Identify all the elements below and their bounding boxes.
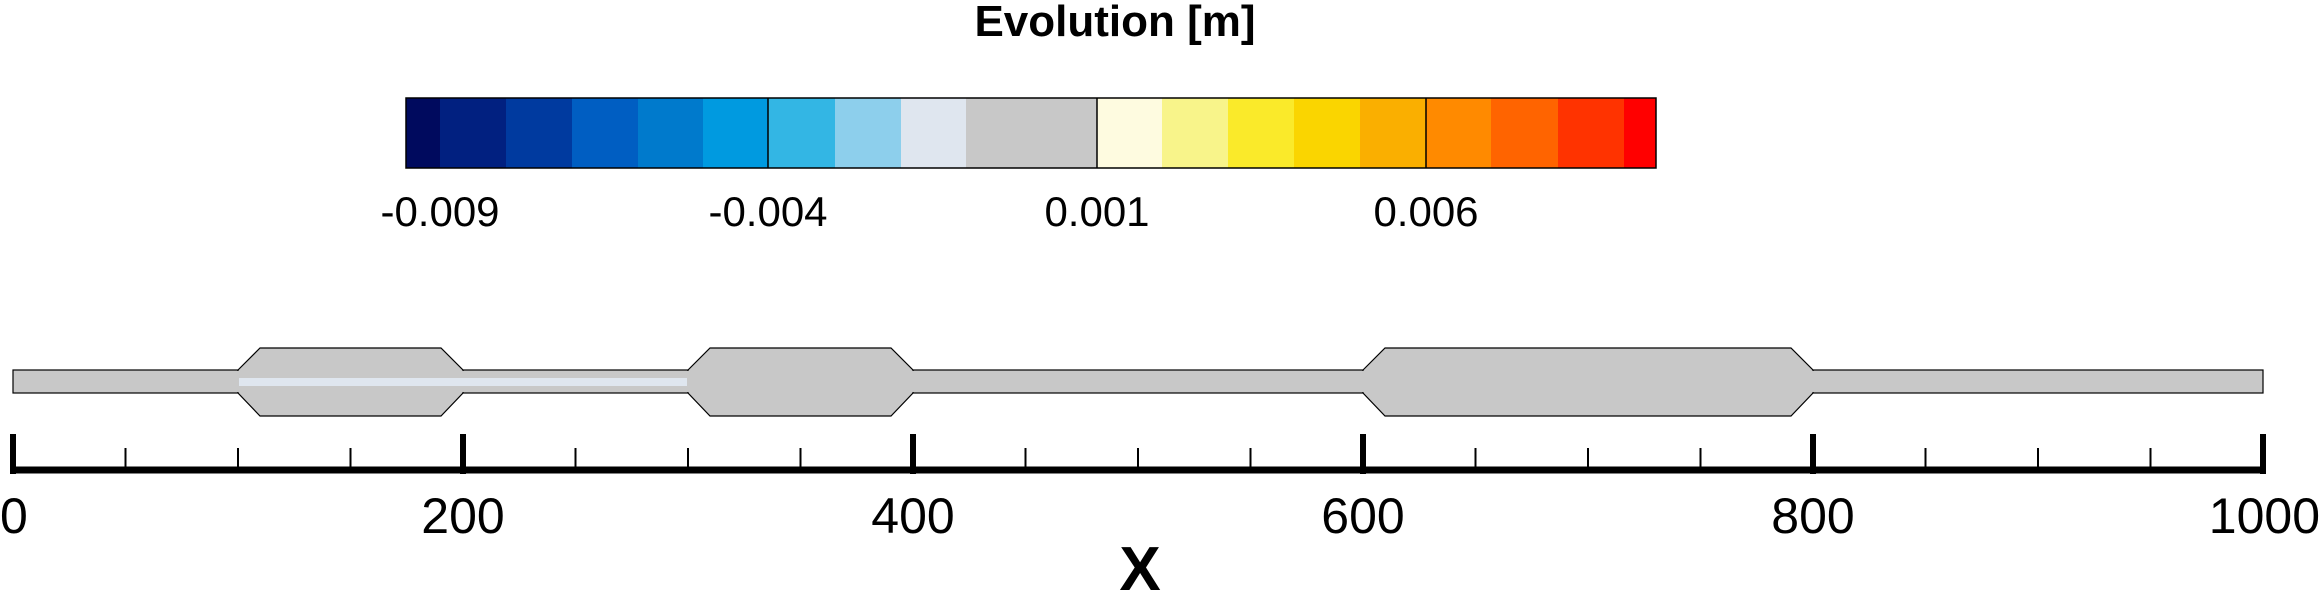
channel-narrow-segment xyxy=(912,369,1364,394)
channel-domain xyxy=(12,347,2264,417)
colorbar-tick-label: -0.009 xyxy=(380,188,499,235)
x-axis-title: X xyxy=(1119,535,1160,595)
colorbar-swatch xyxy=(572,98,638,168)
colorbar xyxy=(405,97,1657,169)
colorbar-swatch xyxy=(1228,98,1294,168)
colorbar-swatch xyxy=(1426,98,1491,168)
channel-basin xyxy=(687,347,914,417)
x-tick-label: 1000 xyxy=(2209,488,2320,544)
channel-joint xyxy=(237,371,239,392)
colorbar-swatch xyxy=(1162,98,1228,168)
colorbar-swatch xyxy=(1294,98,1360,168)
x-tick-label: 800 xyxy=(1771,488,1854,544)
colorbar-swatch xyxy=(966,98,1097,168)
colorbar-swatch xyxy=(1360,98,1426,168)
colorbar-tick-label: 0.001 xyxy=(1044,188,1149,235)
channel-joint xyxy=(912,371,914,392)
colorbar-tick-label: -0.004 xyxy=(708,188,827,235)
colorbar-swatch xyxy=(506,98,572,168)
x-tick-label: 200 xyxy=(421,488,504,544)
contour-band-highlight xyxy=(239,378,687,386)
colorbar-swatch xyxy=(638,98,703,168)
colorbar-swatch xyxy=(1491,98,1558,168)
colorbar-swatch xyxy=(1624,98,1656,168)
channel-joint xyxy=(1362,371,1364,392)
channel-joint xyxy=(1812,371,1814,392)
channel-narrow-segment xyxy=(12,369,239,394)
channel-narrow-segment xyxy=(1812,369,2264,394)
colorbar-swatch xyxy=(406,98,440,168)
x-tick-label: 600 xyxy=(1321,488,1404,544)
colorbar-swatch xyxy=(835,98,901,168)
colorbar-swatch xyxy=(703,98,768,168)
x-tick-label: 400 xyxy=(871,488,954,544)
colorbar-swatch xyxy=(440,98,506,168)
colorbar-frame xyxy=(405,97,1657,169)
colorbar-tick-label: 0.006 xyxy=(1373,188,1478,235)
x-tick-label: 0 xyxy=(0,488,28,544)
colorbar-swatch xyxy=(901,98,966,168)
colorbar-swatch xyxy=(1558,98,1624,168)
colorbar-swatch xyxy=(768,98,835,168)
channel-basin xyxy=(1362,347,1814,417)
colorbar-labels: -0.009 -0.004 0.001 0.006 xyxy=(380,188,1478,235)
colorbar-swatch xyxy=(1097,98,1162,168)
x-axis: 0 200 400 600 800 1000 xyxy=(0,434,2320,544)
colorbar-title: Evolution [m] xyxy=(974,0,1255,46)
channel-joint xyxy=(687,371,689,392)
